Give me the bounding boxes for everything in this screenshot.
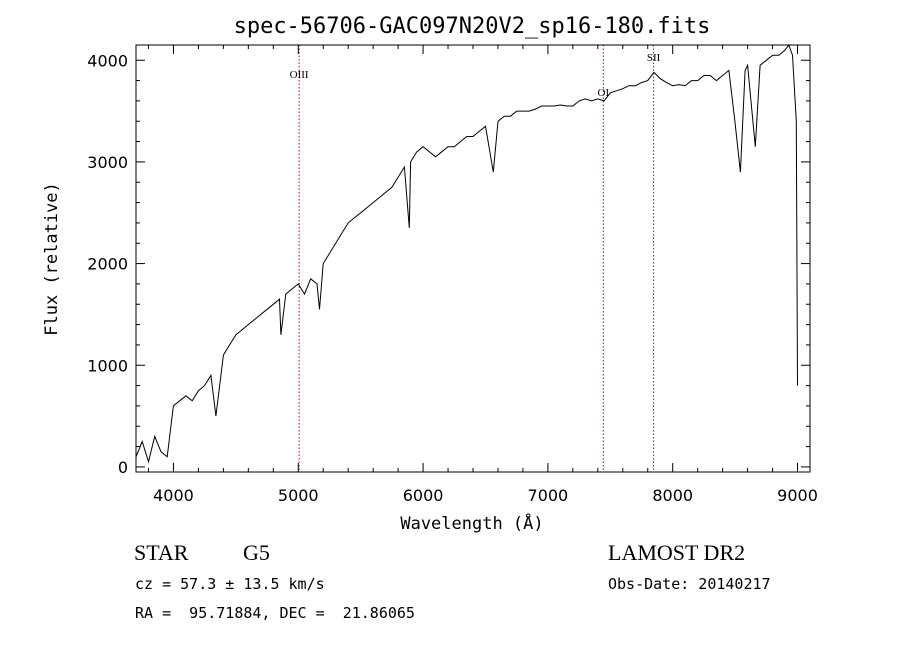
y-axis-ticks: 0 1000 2000 3000 4000 xyxy=(87,51,810,477)
marker-label-oiii: OIII xyxy=(290,69,309,81)
survey-name: LAMOST DR2 xyxy=(608,540,746,565)
chart-title: spec-56706-GAC097N20V2_sp16-180.fits xyxy=(234,14,711,39)
y-tick-label: 1000 xyxy=(87,356,128,375)
redshift-cz: cz = 57.3 ± 13.5 km/s xyxy=(135,575,325,593)
y-tick-label: 0 xyxy=(118,458,128,477)
object-class: STAR xyxy=(134,540,189,565)
x-tick-label: 7000 xyxy=(528,486,569,505)
x-tick-label: 9000 xyxy=(777,486,818,505)
ra-dec-coordinates: RA = 95.71884, DEC = 21.86065 xyxy=(135,604,415,622)
x-tick-label: 6000 xyxy=(403,486,444,505)
x-tick-label: 8000 xyxy=(652,486,693,505)
y-tick-label: 2000 xyxy=(87,255,128,274)
y-axis-label: Flux (relative) xyxy=(42,182,62,336)
observation-date: Obs-Date: 20140217 xyxy=(608,575,771,593)
x-axis-label: Wavelength (Å) xyxy=(400,512,543,534)
plot-frame xyxy=(135,44,811,473)
x-tick-label: 5000 xyxy=(278,486,319,505)
spectrum-chart: spec-56706-GAC097N20V2_sp16-180.fits OII… xyxy=(42,14,818,534)
x-tick-label: 4000 xyxy=(153,486,194,505)
y-tick-label: 4000 xyxy=(87,51,128,70)
object-subclass: G5 xyxy=(243,540,270,565)
marker-label-sii: SII xyxy=(647,52,661,64)
spectrum-line xyxy=(135,43,798,464)
y-tick-label: 3000 xyxy=(87,153,128,172)
marker-label-oi: OI xyxy=(598,87,610,99)
x-axis-ticks: 4000 5000 6000 7000 8000 9000 xyxy=(147,45,818,505)
emission-line-markers: OIII OI SII xyxy=(290,45,661,472)
